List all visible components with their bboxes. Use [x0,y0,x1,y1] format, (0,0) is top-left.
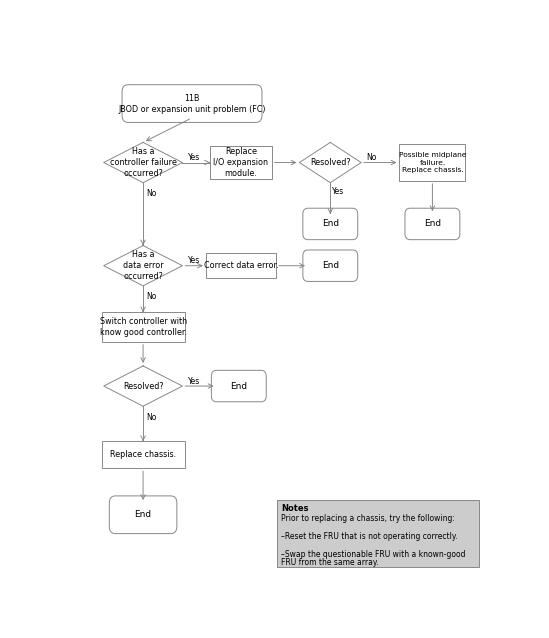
Text: End: End [424,219,441,228]
FancyBboxPatch shape [303,208,358,240]
FancyBboxPatch shape [122,85,262,122]
Text: No: No [147,413,157,422]
Polygon shape [104,246,182,286]
Text: 11B
JBOD or expansion unit problem (FC): 11B JBOD or expansion unit problem (FC) [118,94,266,114]
Text: –Swap the questionable FRU with a known-good: –Swap the questionable FRU with a known-… [282,550,466,559]
Text: No: No [147,292,157,301]
Polygon shape [299,142,361,182]
Text: –Reset the FRU that is not operating correctly.: –Reset the FRU that is not operating cor… [282,532,458,541]
Text: Possible midplane
failure.
Replace chassis.: Possible midplane failure. Replace chass… [399,152,466,173]
Polygon shape [104,366,182,406]
Text: Resolved?: Resolved? [310,158,351,167]
Text: Yes: Yes [332,187,344,196]
Text: Has a
controller failure
occurred?: Has a controller failure occurred? [110,147,177,178]
Bar [102,313,184,342]
Bar [400,144,466,181]
Text: Replace chassis.: Replace chassis. [110,450,176,459]
Text: Replace
I/O expansion
module.: Replace I/O expansion module. [214,147,268,178]
Text: End: End [230,382,248,390]
Text: Switch controller with
know good controller.: Switch controller with know good control… [99,317,187,337]
Text: Yes: Yes [188,256,200,265]
FancyBboxPatch shape [211,370,266,402]
Text: Yes: Yes [188,376,200,385]
Text: Has a
data error
occurred?: Has a data error occurred? [123,250,164,281]
Text: End: End [322,261,339,271]
Bar [210,146,272,179]
FancyBboxPatch shape [405,208,460,240]
Polygon shape [104,142,182,182]
Bar [206,253,276,278]
Text: No: No [367,153,377,162]
Text: No: No [147,189,157,198]
Text: Prior to replacing a chassis, try the following:: Prior to replacing a chassis, try the fo… [282,514,455,523]
FancyBboxPatch shape [303,250,358,281]
Text: End: End [135,510,152,519]
Bar [102,441,184,468]
Text: Resolved?: Resolved? [123,382,164,390]
Text: Notes: Notes [282,505,309,514]
Text: FRU from the same array.: FRU from the same array. [282,558,379,567]
Text: End: End [322,219,339,228]
FancyBboxPatch shape [109,496,177,533]
Text: Correct data error.: Correct data error. [204,261,278,271]
Bar [277,500,479,567]
Text: Yes: Yes [188,153,200,162]
